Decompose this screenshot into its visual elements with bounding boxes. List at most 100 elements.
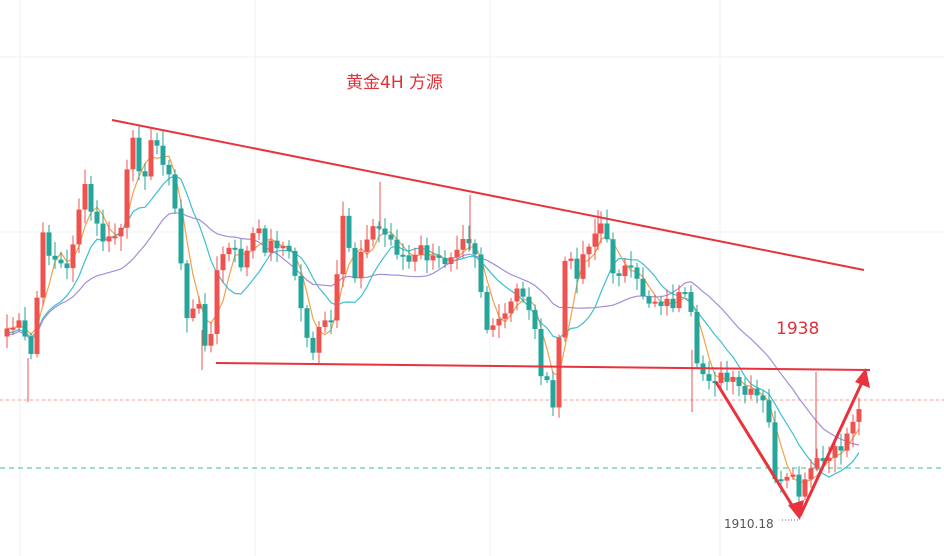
candle xyxy=(304,304,310,348)
candle xyxy=(748,375,754,400)
candle xyxy=(478,247,484,298)
candle xyxy=(376,221,382,243)
candle-body xyxy=(646,296,652,304)
candle-body xyxy=(376,226,382,229)
candle xyxy=(712,371,718,397)
candle-body xyxy=(148,140,154,177)
candle-body xyxy=(364,239,370,252)
candle-body xyxy=(328,320,334,323)
candle-body xyxy=(358,251,364,279)
candle-body xyxy=(478,254,484,292)
candle-body xyxy=(616,273,622,276)
candle xyxy=(616,269,622,287)
candle xyxy=(418,235,424,260)
candle xyxy=(844,427,850,458)
candle-body xyxy=(58,259,64,264)
candle-body xyxy=(820,458,826,461)
candle-body xyxy=(142,171,148,177)
candle-body xyxy=(706,374,712,381)
candle-body xyxy=(34,297,40,354)
candle-body xyxy=(406,255,412,262)
candle xyxy=(532,304,538,340)
candle-body xyxy=(250,233,256,251)
candle-body xyxy=(190,308,196,319)
candle xyxy=(562,256,568,342)
candle-body xyxy=(520,288,526,297)
candle xyxy=(520,281,526,303)
candle-body xyxy=(280,245,286,249)
candle xyxy=(622,258,628,283)
candle-body xyxy=(490,325,496,330)
candle xyxy=(556,334,562,418)
candle-body xyxy=(724,372,730,382)
candle-body xyxy=(592,233,598,247)
candle xyxy=(406,245,412,269)
candle-body xyxy=(52,255,58,260)
candle-body xyxy=(610,239,616,274)
candle xyxy=(580,240,586,284)
candle xyxy=(154,132,160,155)
candle-body xyxy=(844,433,850,451)
arrow-up-shaft xyxy=(798,377,866,517)
candle xyxy=(514,283,520,311)
candle-body xyxy=(640,278,646,297)
candle xyxy=(574,247,580,294)
candle-body xyxy=(604,223,610,240)
candle-body xyxy=(838,446,844,451)
candle xyxy=(226,242,232,262)
candle-body xyxy=(664,298,670,307)
candle xyxy=(838,433,844,465)
candle-body xyxy=(352,247,358,279)
candle xyxy=(538,318,544,386)
candle-body xyxy=(766,400,772,423)
candle-body xyxy=(172,174,178,209)
candle xyxy=(652,294,658,308)
candle-body xyxy=(118,227,124,237)
candle-body xyxy=(292,250,298,276)
candle xyxy=(628,251,634,278)
candle-body xyxy=(736,376,742,387)
candle xyxy=(472,239,478,269)
candle-body xyxy=(556,337,562,408)
candle-body xyxy=(370,226,376,240)
candle xyxy=(166,160,172,186)
candle xyxy=(64,249,70,280)
candle-body xyxy=(748,388,754,395)
candle-body xyxy=(334,274,340,321)
candle-body xyxy=(460,239,466,250)
candle xyxy=(334,259,340,329)
candle xyxy=(640,267,646,300)
candle xyxy=(346,207,352,252)
candle-body xyxy=(448,257,454,264)
candle xyxy=(28,332,34,360)
candle-body xyxy=(256,228,262,234)
candle-body xyxy=(538,329,544,377)
candle-body xyxy=(382,228,388,235)
ma-slow-line xyxy=(6,212,860,446)
candle-body xyxy=(502,313,508,319)
candle-body xyxy=(64,263,70,269)
candle xyxy=(220,246,226,284)
candle-body xyxy=(430,255,436,261)
candle xyxy=(448,252,454,272)
candle xyxy=(760,389,766,413)
candle xyxy=(682,287,688,297)
candle-body xyxy=(388,234,394,240)
candle-body xyxy=(652,301,658,304)
candle xyxy=(634,262,640,290)
candle-body xyxy=(658,301,664,307)
candle-body xyxy=(316,326,322,353)
candle xyxy=(256,219,262,241)
candle xyxy=(148,128,154,181)
low-price-label: 1910.18 xyxy=(724,517,774,531)
candle xyxy=(646,290,652,309)
candle-body xyxy=(778,479,784,482)
candle xyxy=(238,238,244,272)
candle xyxy=(784,473,790,489)
candle xyxy=(250,227,256,259)
candle xyxy=(796,466,802,509)
candle-body xyxy=(214,270,220,335)
candle xyxy=(106,221,112,253)
